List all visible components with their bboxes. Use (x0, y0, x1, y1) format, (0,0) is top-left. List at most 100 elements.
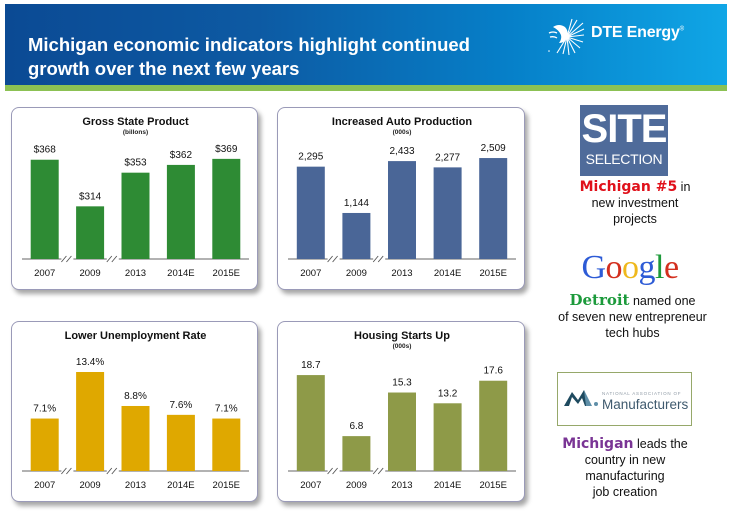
bar-2013 (121, 405, 150, 471)
x-tick-label-2007: 2007 (34, 480, 55, 491)
chart-panel-housing-starts: Housing Starts Up (000s) 18.7 2007 6.8 2009 15… (277, 321, 525, 502)
value-label-2009: 1,144 (344, 198, 369, 209)
axis-break-marker (106, 467, 119, 475)
x-tick-label-2014e: 2014E (167, 480, 194, 491)
axis-break-marker (372, 255, 386, 263)
site-selection-logo-small: SELECTION (585, 151, 663, 167)
x-tick-label-2014e: 2014E (167, 268, 194, 279)
chart-unemployment-rate: Lower Unemployment Rate 7.1% 2007 13.4% 2009… (22, 330, 249, 491)
bar-2013 (388, 392, 416, 471)
google-letter: o (622, 249, 639, 286)
axis-break-marker (327, 255, 340, 263)
nam-m-icon (564, 390, 598, 406)
bar-2009 (76, 206, 105, 259)
site-selection-line-1: Michigan #5 in (555, 179, 715, 195)
value-label-2014e: 13.2 (438, 388, 458, 399)
x-tick-label-2015e: 2015E (479, 268, 506, 279)
value-label-2014e: 7.6% (170, 400, 193, 411)
bar-2007 (30, 159, 59, 259)
bar-2007 (30, 418, 59, 471)
x-tick-label-2014e: 2014E (434, 480, 461, 491)
site-selection-text-after: in (677, 180, 691, 194)
nam-line-1: Michigan leads the (550, 436, 700, 452)
bar-2015e (212, 418, 241, 471)
axis-break-marker (327, 467, 340, 475)
x-tick-label-2014e: 2014E (434, 268, 461, 279)
value-label-2015e: 2,509 (481, 143, 506, 154)
bar-2015e (212, 158, 241, 259)
site-selection-logo: SITE SELECTION (580, 105, 668, 176)
header-accent-stripe (5, 85, 727, 91)
value-label-2013: 8.8% (124, 391, 147, 402)
x-tick-label-2013: 2013 (125, 480, 146, 491)
value-label-2009: 13.4% (76, 357, 104, 368)
value-label-2014e: 2,277 (435, 152, 460, 163)
google-highlight: Detroit (569, 291, 630, 309)
google-letter: l (655, 249, 664, 286)
value-label-2014e: $362 (170, 150, 193, 161)
google-letter: o (605, 249, 623, 286)
page-title-line-1: Michigan economic indicators highlight c… (28, 34, 470, 55)
value-label-2007: 7.1% (33, 404, 56, 415)
chart-gross-state-product: Gross State Product(billons) $368 2007 $314… (22, 116, 249, 279)
x-tick-label-2013: 2013 (391, 480, 412, 491)
value-label-2013: 2,433 (389, 146, 414, 157)
bar-2014e (433, 403, 462, 471)
google-letter: e (663, 249, 679, 286)
google-callout: Detroit named one of seven new entrepren… (535, 292, 730, 341)
chart-panel-unemployment-rate: Lower Unemployment Rate 7.1% 2007 13.4% 2009… (11, 321, 258, 502)
x-tick-label-2009: 2009 (346, 480, 367, 491)
page-title: Michigan economic indicators highlight c… (28, 33, 528, 81)
value-label-2015e: $369 (215, 144, 238, 155)
nam-line-3: manufacturing (585, 469, 665, 483)
bar-2009 (342, 212, 371, 259)
bar-2015e (479, 380, 508, 471)
value-label-2007: $368 (34, 145, 57, 156)
google-logo: Google (570, 249, 690, 287)
header-banner (5, 4, 727, 85)
chart-subtitle: (000s) (393, 129, 412, 136)
site-selection-highlight: Michigan #5 (579, 179, 678, 195)
value-label-2015e: 17.6 (483, 366, 503, 377)
x-tick-label-2009: 2009 (80, 268, 101, 279)
site-selection-logo-big: SITE (581, 107, 668, 151)
chart-panel-gross-state-product: Gross State Product (billons) $368 2007 $314… (11, 107, 258, 290)
page-title-line-2: growth over the next few years (28, 58, 300, 79)
bar-2014e (433, 167, 462, 259)
nam-logo-small: NATIONAL ASSOCIATION OF (602, 391, 682, 396)
x-tick-label-2015e: 2015E (213, 480, 240, 491)
bar-2014e (166, 414, 195, 471)
x-tick-label-2015e: 2015E (213, 268, 240, 279)
chart-title: Lower Unemployment Rate (65, 330, 207, 342)
x-tick-label-2007: 2007 (300, 480, 321, 491)
chart-title: Increased Auto Production (332, 116, 472, 128)
bar-2014e (166, 164, 195, 259)
nam-callout: Michigan leads the country in new manufa… (550, 436, 700, 500)
bar-2009 (342, 436, 371, 471)
chart-title: Gross State Product (82, 116, 189, 128)
google-line-3: tech hubs (605, 326, 660, 340)
nam-logo-big: Manufacturers (602, 397, 689, 412)
value-label-2015e: 7.1% (215, 404, 238, 415)
site-selection-line-3: projects (613, 212, 657, 226)
site-selection-line-2: new investment (591, 196, 679, 210)
nam-logo: NATIONAL ASSOCIATION OF Manufacturers (557, 372, 692, 426)
bar-2015e (479, 158, 508, 259)
nam-highlight: Michigan (562, 436, 634, 452)
chart-panel-auto-production: Increased Auto Production (000s) 2,295 2007… (277, 107, 525, 290)
chart-auto-production: Increased Auto Production(000s) 2,295 2007… (288, 116, 516, 279)
value-label-2009: 6.8 (349, 421, 363, 432)
dte-energy-wordmark: DTE Energy® (591, 24, 684, 42)
bar-2007 (296, 375, 325, 471)
value-label-2013: 15.3 (392, 378, 412, 389)
chart-subtitle: (000s) (393, 343, 412, 350)
value-label-2007: 18.7 (301, 360, 321, 371)
bar-2013 (388, 161, 416, 259)
registered-mark: ® (679, 26, 684, 33)
axis-break-marker (61, 255, 74, 263)
bar-2007 (296, 166, 325, 259)
x-tick-label-2007: 2007 (300, 268, 321, 279)
dte-energy-logo: DTE Energy® (545, 17, 725, 57)
google-letter: g (638, 249, 656, 286)
axis-break-marker (372, 467, 386, 475)
